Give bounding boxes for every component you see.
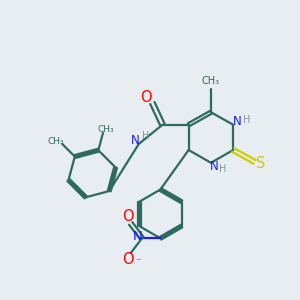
Text: ⁻: ⁻ [135, 257, 141, 267]
Text: N: N [131, 134, 140, 147]
Text: N: N [209, 160, 218, 173]
Text: O: O [122, 209, 134, 224]
Text: N: N [233, 115, 242, 128]
Text: S: S [256, 156, 266, 171]
Text: O: O [122, 252, 134, 267]
Text: CH₃: CH₃ [202, 76, 220, 86]
Text: H: H [142, 131, 149, 141]
Text: H: H [243, 115, 250, 125]
Text: O: O [141, 90, 152, 105]
Text: N: N [133, 230, 142, 243]
Text: CH₃: CH₃ [47, 137, 64, 146]
Text: H: H [219, 164, 226, 174]
Text: CH₃: CH₃ [97, 125, 114, 134]
